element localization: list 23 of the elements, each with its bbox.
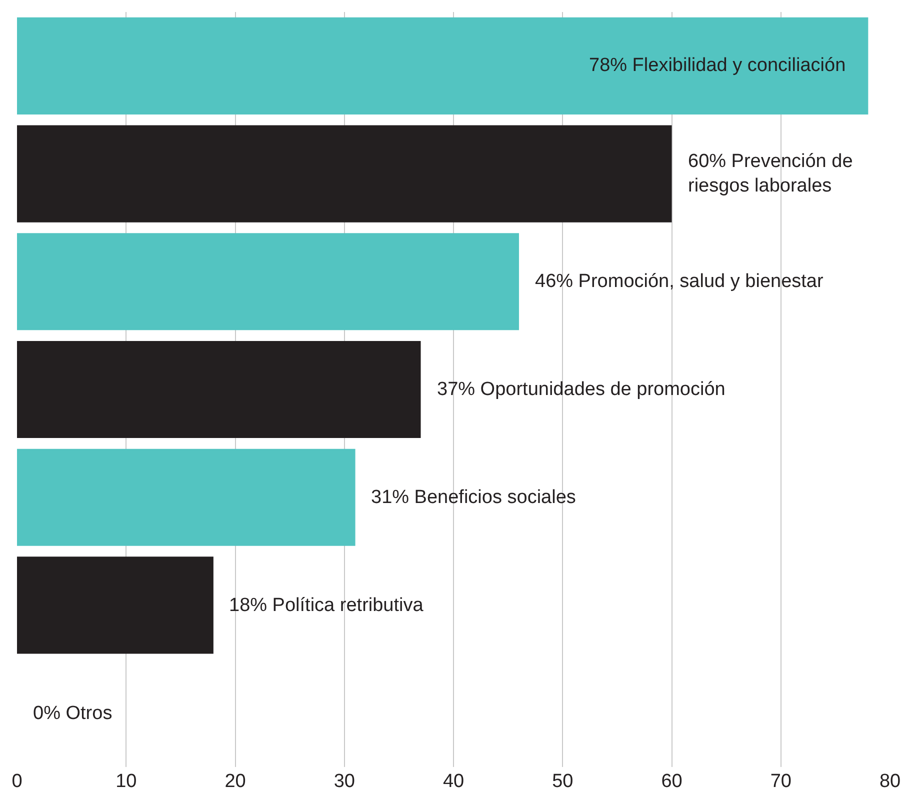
bar [17,233,519,330]
x-tick-label: 70 [770,771,792,792]
x-tick-label: 10 [116,771,137,792]
x-tick-label: 30 [334,771,355,792]
x-tick-label: 20 [224,771,246,792]
text: 37% Oportunidades de promoción [437,379,726,400]
bar [17,17,868,114]
bar [17,556,214,654]
text: 31% Beneficios sociales [371,487,576,508]
x-tick-label: 0 [12,771,22,792]
text: 18% Política retributiva [229,595,424,616]
x-tick-label: 50 [552,771,574,792]
bar [17,125,672,222]
text: 78% Flexibilidad y conciliación [589,55,846,76]
x-tick-label: 60 [661,771,682,792]
category-label: riesgos laborales [688,176,832,197]
text: 46% Promoción, salud y bienestar [535,271,824,292]
bar [17,448,356,546]
text: 60% Prevención de [688,151,853,172]
bar [17,340,421,438]
text: 0% Otros [33,703,112,724]
x-tick-label: 80 [879,771,901,792]
x-tick-label: 40 [442,771,464,792]
